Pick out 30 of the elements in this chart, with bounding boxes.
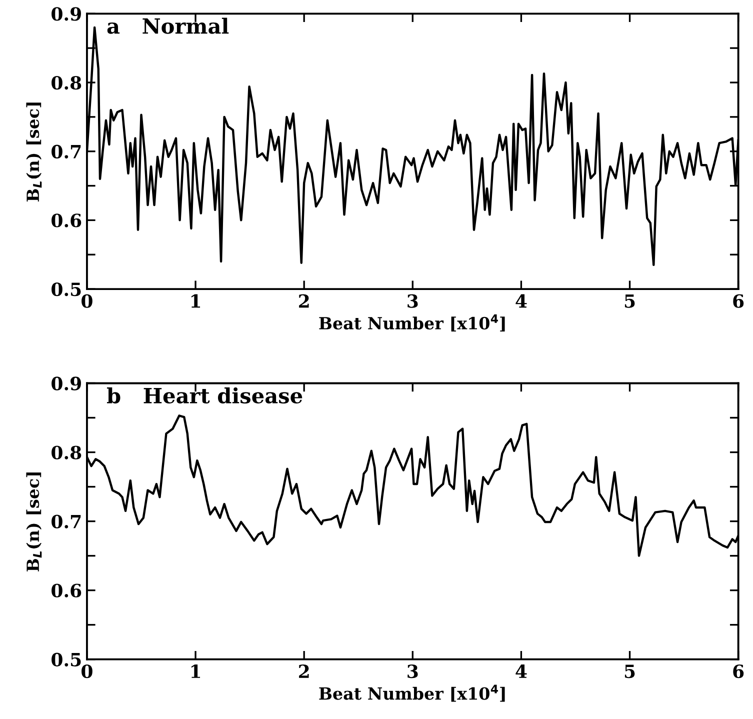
x-tick-label: 2: [299, 664, 309, 678]
x-tick-label: 4: [516, 664, 527, 678]
x-tick-label: 1: [191, 664, 200, 678]
x-tick-label: 3: [408, 664, 418, 678]
x-tick-label: 3: [408, 294, 418, 308]
x-tick-label: 0: [82, 294, 92, 308]
y-tick-label: 0.5: [52, 282, 81, 296]
x-axis-title: Beat Number [x10$^{4}$]: [319, 684, 505, 702]
y-axis-title: B$_{L}$(n) [sec]: [26, 102, 42, 202]
y-tick-label: 0.9: [52, 376, 81, 390]
y-tick-label: 0.8: [52, 446, 82, 460]
x-tick-label: 5: [624, 294, 635, 308]
x-tick-label: 6: [733, 664, 744, 678]
y-tick-label: 0.7: [52, 144, 81, 158]
chart-title: b Heart disease: [106, 387, 302, 404]
chart-title: a Normal: [107, 18, 229, 34]
y-tick-label: 0.9: [52, 7, 81, 21]
y-tick-label: 0.6: [52, 214, 82, 228]
x-tick-label: 1: [191, 294, 200, 308]
y-axis-title: B$_{L}$(n) [sec]: [26, 472, 42, 572]
y-tick-label: 0.7: [52, 514, 81, 528]
y-tick-label: 0.6: [52, 584, 82, 598]
x-tick-label: 6: [733, 294, 744, 308]
x-tick-label: 4: [516, 294, 527, 308]
y-tick-label: 0.8: [52, 76, 82, 90]
x-tick-label: 5: [624, 664, 635, 678]
y-tick-label: 0.5: [52, 652, 81, 666]
x-axis-title: Beat Number [x10$^{4}$]: [319, 314, 505, 332]
x-tick-label: 2: [299, 294, 309, 308]
x-tick-label: 0: [82, 664, 92, 678]
